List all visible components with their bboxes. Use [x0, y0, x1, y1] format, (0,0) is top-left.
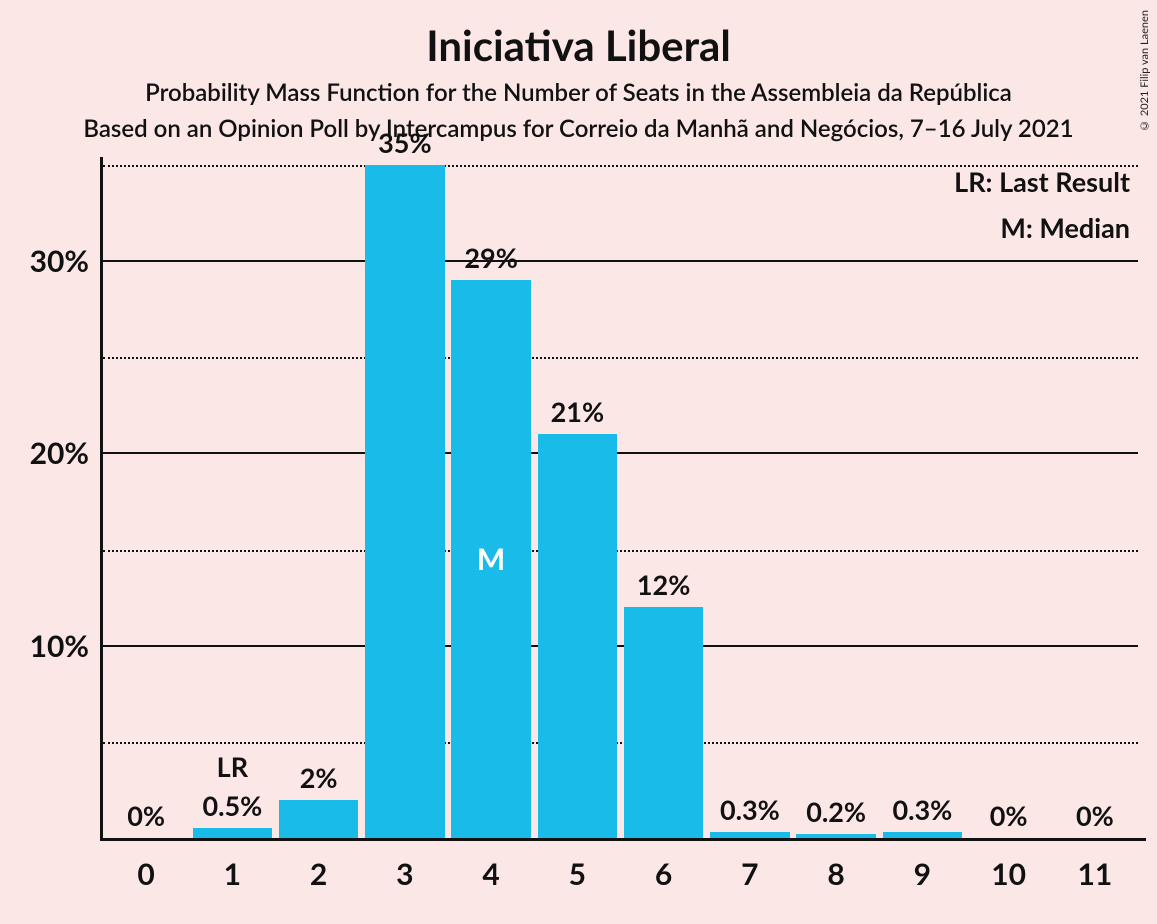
y-axis-line [100, 157, 103, 841]
legend-item: M: Median [954, 211, 1130, 244]
gridline-major [103, 645, 1138, 647]
bar-value-label: 12% [637, 568, 690, 601]
gridline-minor [103, 742, 1138, 744]
chart-plot-area: LR: Last ResultM: Median 10%20%30%0%00.5… [103, 165, 1138, 838]
x-axis-tick-label: 9 [914, 838, 931, 892]
x-axis-tick-label: 7 [741, 838, 758, 892]
copyright-label: © 2021 Filip van Laenen [1138, 10, 1151, 132]
bar-value-label: 0.2% [806, 795, 866, 828]
bar-value-label: 0.5% [202, 789, 262, 822]
bar [624, 607, 703, 838]
y-axis-tick-label: 30% [30, 243, 103, 279]
bar [538, 434, 617, 838]
bar-value-label: 0% [127, 799, 165, 832]
chart-title: Iniciativa Liberal [0, 20, 1157, 70]
x-axis-tick-label: 0 [137, 838, 154, 892]
x-axis-line [100, 838, 1146, 841]
gridline-major [103, 452, 1138, 454]
x-axis-tick-label: 10 [991, 838, 1026, 892]
bar-value-label: 0.3% [720, 793, 780, 826]
bar [193, 828, 272, 838]
x-axis-tick-label: 3 [396, 838, 413, 892]
bar [365, 165, 444, 838]
bar-value-label: 35% [378, 126, 431, 159]
x-axis-tick-label: 1 [224, 838, 241, 892]
x-axis-tick-label: 2 [310, 838, 327, 892]
legend-item: LR: Last Result [954, 165, 1130, 198]
x-axis-tick-label: 5 [569, 838, 586, 892]
chart-subtitle-1: Probability Mass Function for the Number… [0, 78, 1157, 107]
median-marker: M [477, 541, 505, 577]
bar-value-label: 0% [990, 799, 1028, 832]
x-axis-tick-label: 4 [482, 838, 499, 892]
chart-legend: LR: Last Result M: Median [954, 165, 1130, 244]
bar [279, 800, 358, 838]
chart-subtitle-2: Based on an Opinion Poll by Intercampus … [0, 114, 1157, 143]
x-axis-tick-label: 6 [655, 838, 672, 892]
x-axis-tick-label: 11 [1077, 838, 1112, 892]
y-axis-tick-label: 20% [30, 435, 103, 471]
gridline-minor [103, 357, 1138, 359]
x-axis-tick-label: 8 [827, 838, 844, 892]
annotation-label: LR [217, 750, 248, 783]
bar-value-label: 0% [1076, 799, 1114, 832]
bar-value-label: 21% [551, 395, 604, 428]
bar-value-label: 29% [464, 241, 517, 274]
y-axis-tick-label: 10% [30, 628, 103, 664]
gridline-major [103, 260, 1138, 262]
bar: M [451, 280, 530, 838]
bar-value-label: 2% [300, 761, 338, 794]
bar-value-label: 0.3% [892, 793, 952, 826]
gridline-minor [103, 550, 1138, 552]
gridline-minor [103, 165, 1138, 167]
